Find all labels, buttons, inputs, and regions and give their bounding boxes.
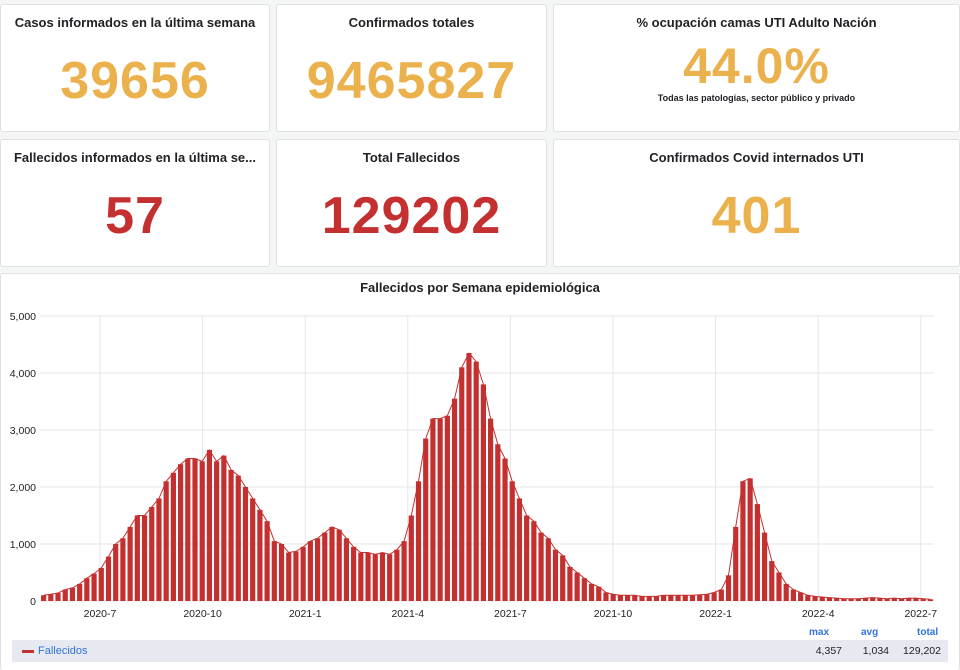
stat-subtitle: Todas las patologías, sector público y p… [657, 93, 856, 103]
panel-title: Fallecidos informados en la última se... [13, 150, 256, 165]
panel-title: Casos informados en la última semana [14, 15, 256, 30]
stat-panel-ocupacion-uti: % ocupación camas UTI Adulto Nación 44.0… [553, 4, 960, 132]
legend-header-total[interactable]: total [917, 627, 939, 638]
stat-value: 401 [711, 187, 802, 245]
legend-series-fallecidos[interactable]: Fallecidos [38, 645, 88, 657]
legend-value-avg: 1,034 [862, 645, 889, 657]
panel-title: % ocupación camas UTI Adulto Nación [636, 15, 877, 30]
stat-value: 39656 [60, 52, 210, 110]
legend-header-max[interactable]: max [809, 627, 830, 638]
stat-panel-fallecidos-semana: Fallecidos informados en la última se...… [0, 139, 270, 267]
chart-panel-fallecidos [0, 273, 960, 670]
stat-panel-internados-uti: Confirmados Covid internados UTI 401 [553, 139, 960, 267]
panel-title: Confirmados Covid internados UTI [649, 150, 864, 165]
panel-title: Confirmados totales [348, 15, 475, 30]
legend-color-swatch [22, 650, 34, 653]
chart-legend: Fallecidos 4,357 1,034 129,202 [12, 640, 948, 662]
stat-value: 129202 [321, 187, 502, 245]
stat-value: 57 [105, 187, 165, 245]
stat-panel-confirmados-totales: Confirmados totales 9465827 [276, 4, 547, 132]
stat-panel-casos-semana: Casos informados en la última semana 396… [0, 4, 270, 132]
legend-value-total: 129,202 [903, 645, 941, 657]
legend-value-max: 4,357 [815, 645, 842, 657]
stat-value: 44.0% [683, 38, 830, 94]
stat-panel-total-fallecidos: Total Fallecidos 129202 [276, 139, 547, 267]
stat-value: 9465827 [306, 52, 517, 110]
panel-title: Total Fallecidos [362, 150, 461, 165]
legend-header-avg[interactable]: avg [861, 627, 879, 638]
